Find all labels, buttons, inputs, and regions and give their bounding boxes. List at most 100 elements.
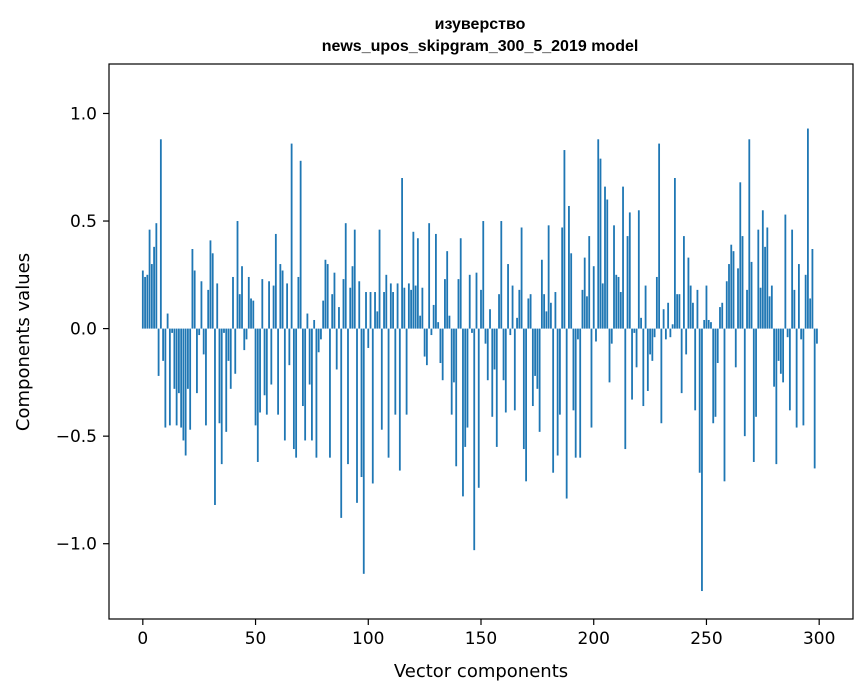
bar: [766, 227, 769, 329]
bar: [245, 328, 248, 340]
bar: [304, 328, 307, 441]
bar: [277, 328, 279, 415]
bar: [164, 328, 167, 428]
bar: [326, 264, 329, 329]
bar: [678, 294, 681, 329]
bar: [793, 289, 796, 329]
bar: [746, 289, 748, 329]
bar: [349, 287, 352, 329]
bar: [281, 270, 284, 329]
x-tick-label: 150: [465, 629, 497, 649]
bar: [263, 328, 266, 396]
bar: [340, 328, 343, 518]
bar: [272, 285, 275, 329]
bar: [712, 328, 715, 424]
bar: [335, 328, 338, 370]
bar: [148, 229, 151, 329]
bar: [807, 128, 809, 329]
bar: [586, 296, 588, 329]
bar: [441, 328, 444, 381]
bar: [734, 328, 737, 368]
bar: [707, 319, 710, 329]
bar: [389, 283, 392, 329]
bar: [175, 328, 178, 426]
bar: [658, 143, 661, 329]
bar: [157, 328, 160, 376]
bar: [218, 328, 221, 424]
bar: [187, 328, 189, 389]
bar: [290, 143, 293, 329]
bar: [261, 279, 264, 329]
chart-title: изуверство: [435, 16, 526, 33]
bar: [561, 227, 564, 329]
bar: [180, 328, 183, 428]
bar: [367, 328, 370, 348]
bar: [202, 328, 205, 355]
bar: [637, 210, 640, 329]
bar: [764, 246, 766, 329]
bar: [324, 259, 327, 329]
bar: [536, 328, 539, 389]
bar: [601, 283, 604, 329]
bar: [714, 328, 717, 417]
bar: [556, 328, 559, 456]
bar: [480, 289, 482, 329]
bar: [243, 328, 246, 351]
bar: [256, 328, 259, 462]
bar: [552, 328, 555, 473]
bar: [563, 150, 566, 329]
bar: [667, 302, 670, 329]
bar: [423, 328, 426, 357]
bar: [396, 283, 399, 329]
bar: [673, 178, 676, 329]
bar: [428, 223, 431, 329]
bar: [259, 328, 261, 413]
bar: [703, 319, 706, 329]
bar: [725, 281, 728, 329]
bar: [610, 328, 613, 344]
bar: [685, 328, 688, 355]
bar: [398, 328, 401, 471]
y-tick-label: −1.0: [56, 535, 97, 555]
bar: [425, 328, 428, 366]
bar: [236, 221, 239, 329]
bar: [268, 281, 270, 329]
bar: [721, 302, 724, 329]
bar: [565, 328, 568, 499]
bar: [531, 328, 534, 407]
bar: [196, 328, 198, 394]
bar: [450, 328, 453, 415]
bar: [205, 328, 207, 426]
bar: [635, 328, 638, 368]
bar: [351, 266, 354, 329]
bar: [475, 272, 478, 329]
bar: [369, 292, 372, 329]
x-tick-label: 50: [245, 629, 267, 649]
bar: [457, 279, 460, 329]
bar: [595, 328, 597, 342]
bar: [177, 328, 180, 394]
bar: [710, 322, 712, 329]
bar: [768, 296, 771, 329]
bar: [347, 328, 349, 465]
bar: [155, 223, 158, 329]
bar: [313, 319, 316, 329]
bar: [225, 328, 228, 432]
bar: [376, 311, 379, 329]
bar: [583, 257, 586, 329]
bar: [227, 328, 230, 361]
bar: [689, 285, 692, 329]
bar: [757, 229, 760, 329]
bar: [694, 328, 697, 411]
bar: [283, 328, 286, 441]
bar: [581, 289, 584, 329]
bar: [759, 287, 762, 329]
bar: [394, 328, 397, 415]
bar: [238, 294, 241, 329]
bar: [732, 251, 735, 329]
bar: [353, 229, 356, 329]
bar: [387, 328, 390, 458]
bar: [374, 292, 376, 329]
bar: [516, 317, 518, 329]
